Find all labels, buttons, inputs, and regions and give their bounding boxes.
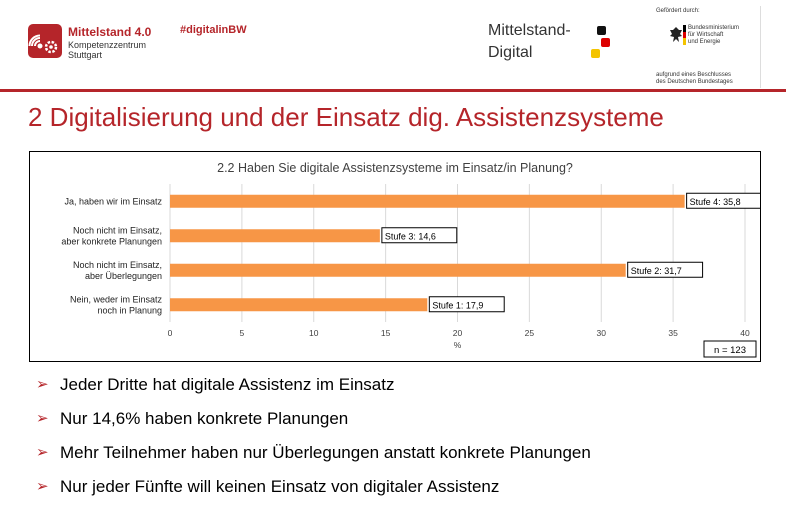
bullet-text: Jeder Dritte hat digitale Assistenz im E… bbox=[60, 375, 395, 394]
category-label: Noch nicht im Einsatz, bbox=[73, 260, 162, 270]
bullet-item: ➢ Jeder Dritte hat digitale Assistenz im… bbox=[36, 374, 776, 408]
category-label: Ja, haben wir im Einsatz bbox=[64, 196, 162, 206]
bullet-item: ➢ Mehr Teilnehmer haben nur Überlegungen… bbox=[36, 442, 776, 476]
bullet-item: ➢ Nur jeder Fünfte will keinen Einsatz v… bbox=[36, 476, 776, 510]
bullet-text: Mehr Teilnehmer haben nur Überlegungen a… bbox=[60, 443, 591, 462]
x-tick-label: 15 bbox=[381, 328, 391, 338]
bullet-item: ➢ Nur 14,6% haben konkrete Planungen bbox=[36, 408, 776, 442]
bar-chart: 2.2 Haben Sie digitale Assistenzsysteme … bbox=[61, 161, 760, 358]
category-label: aber Überlegungen bbox=[85, 271, 162, 281]
brand-name: Mittelstand 4.0 bbox=[68, 25, 152, 39]
md-line-1: Mittelstand- bbox=[488, 22, 571, 39]
x-tick-label: 30 bbox=[597, 328, 607, 338]
data-label-box bbox=[381, 227, 458, 244]
german-flag-icon bbox=[683, 25, 686, 45]
header-divider bbox=[0, 89, 786, 92]
bmwi-logo: Gefördert durch: Bundesministerium für W… bbox=[652, 6, 761, 88]
brand-sub-2: Stuttgart bbox=[68, 50, 103, 60]
data-label-box bbox=[428, 296, 505, 313]
slide-title: 2 Digitalisierung und der Einsatz dig. A… bbox=[28, 102, 664, 132]
hashtag: #digitalinBW bbox=[180, 24, 247, 36]
md-line-2: Digital bbox=[488, 44, 533, 61]
x-tick-label: 25 bbox=[525, 328, 535, 338]
bar bbox=[170, 298, 428, 312]
beschluss-line-1: aufgrund eines Beschlusses bbox=[656, 72, 732, 78]
ministry-line-2: für Wirtschaft bbox=[688, 32, 724, 38]
bar bbox=[170, 229, 380, 243]
data-label-box bbox=[686, 192, 760, 209]
arrow-bullet-icon: ➢ bbox=[36, 410, 49, 427]
sample-size-box bbox=[703, 340, 757, 358]
bar bbox=[170, 263, 626, 277]
arrow-bullet-icon: ➢ bbox=[36, 444, 49, 461]
ministry-line-3: und Energie bbox=[688, 39, 721, 45]
gefoerdert-label: Gefördert durch: bbox=[656, 8, 700, 14]
yellow-square-icon bbox=[591, 49, 600, 58]
category-label: noch in Planung bbox=[97, 305, 162, 315]
bullet-text: Nur 14,6% haben konkrete Planungen bbox=[60, 409, 349, 428]
x-axis-label: % bbox=[454, 340, 462, 350]
arrow-bullet-icon: ➢ bbox=[36, 376, 49, 393]
mittelstand-logo: Mittelstand 4.0 Kompetenzzentrum Stuttga… bbox=[28, 24, 248, 64]
data-label: Stufe 2: 31,7 bbox=[631, 266, 682, 276]
arrow-bullet-icon: ➢ bbox=[36, 478, 49, 495]
category-label: Noch nicht im Einsatz, bbox=[73, 225, 162, 235]
x-tick-label: 10 bbox=[309, 328, 319, 338]
bullet-text: Nur jeder Fünfte will keinen Einsatz von… bbox=[60, 477, 500, 496]
category-label: aber konkrete Planungen bbox=[61, 236, 162, 246]
black-square-icon bbox=[597, 26, 606, 35]
x-tick-label: 40 bbox=[740, 328, 750, 338]
x-tick-label: 0 bbox=[168, 328, 173, 338]
x-tick-label: 35 bbox=[668, 328, 678, 338]
chart-frame: 2.2 Haben Sie digitale Assistenzsysteme … bbox=[29, 151, 761, 362]
bar bbox=[170, 194, 685, 208]
chart-title: 2.2 Haben Sie digitale Assistenzsysteme … bbox=[217, 161, 573, 175]
x-tick-label: 5 bbox=[240, 328, 245, 338]
data-label-box bbox=[627, 261, 704, 278]
eagle-icon bbox=[670, 27, 682, 42]
x-tick-label: 20 bbox=[453, 328, 463, 338]
data-label: Stufe 1: 17,9 bbox=[432, 300, 483, 310]
sample-size-label: n = 123 bbox=[714, 345, 746, 356]
beschluss-line-2: des Deutschen Bundestages bbox=[656, 79, 733, 85]
data-label: Stufe 3: 14,6 bbox=[385, 231, 436, 241]
brand-sub-1: Kompetenzzentrum bbox=[68, 40, 147, 50]
bullet-list: ➢ Jeder Dritte hat digitale Assistenz im… bbox=[36, 374, 776, 510]
red-square-icon bbox=[601, 38, 610, 47]
mittelstand-digital-logo: Mittelstand- Digital bbox=[488, 22, 618, 66]
data-label: Stufe 4: 35,8 bbox=[690, 197, 741, 207]
category-label: Nein, weder im Einsatz bbox=[70, 294, 163, 304]
wifi-gear-icon bbox=[28, 24, 62, 58]
ministry-line-1: Bundesministerium bbox=[688, 25, 740, 31]
